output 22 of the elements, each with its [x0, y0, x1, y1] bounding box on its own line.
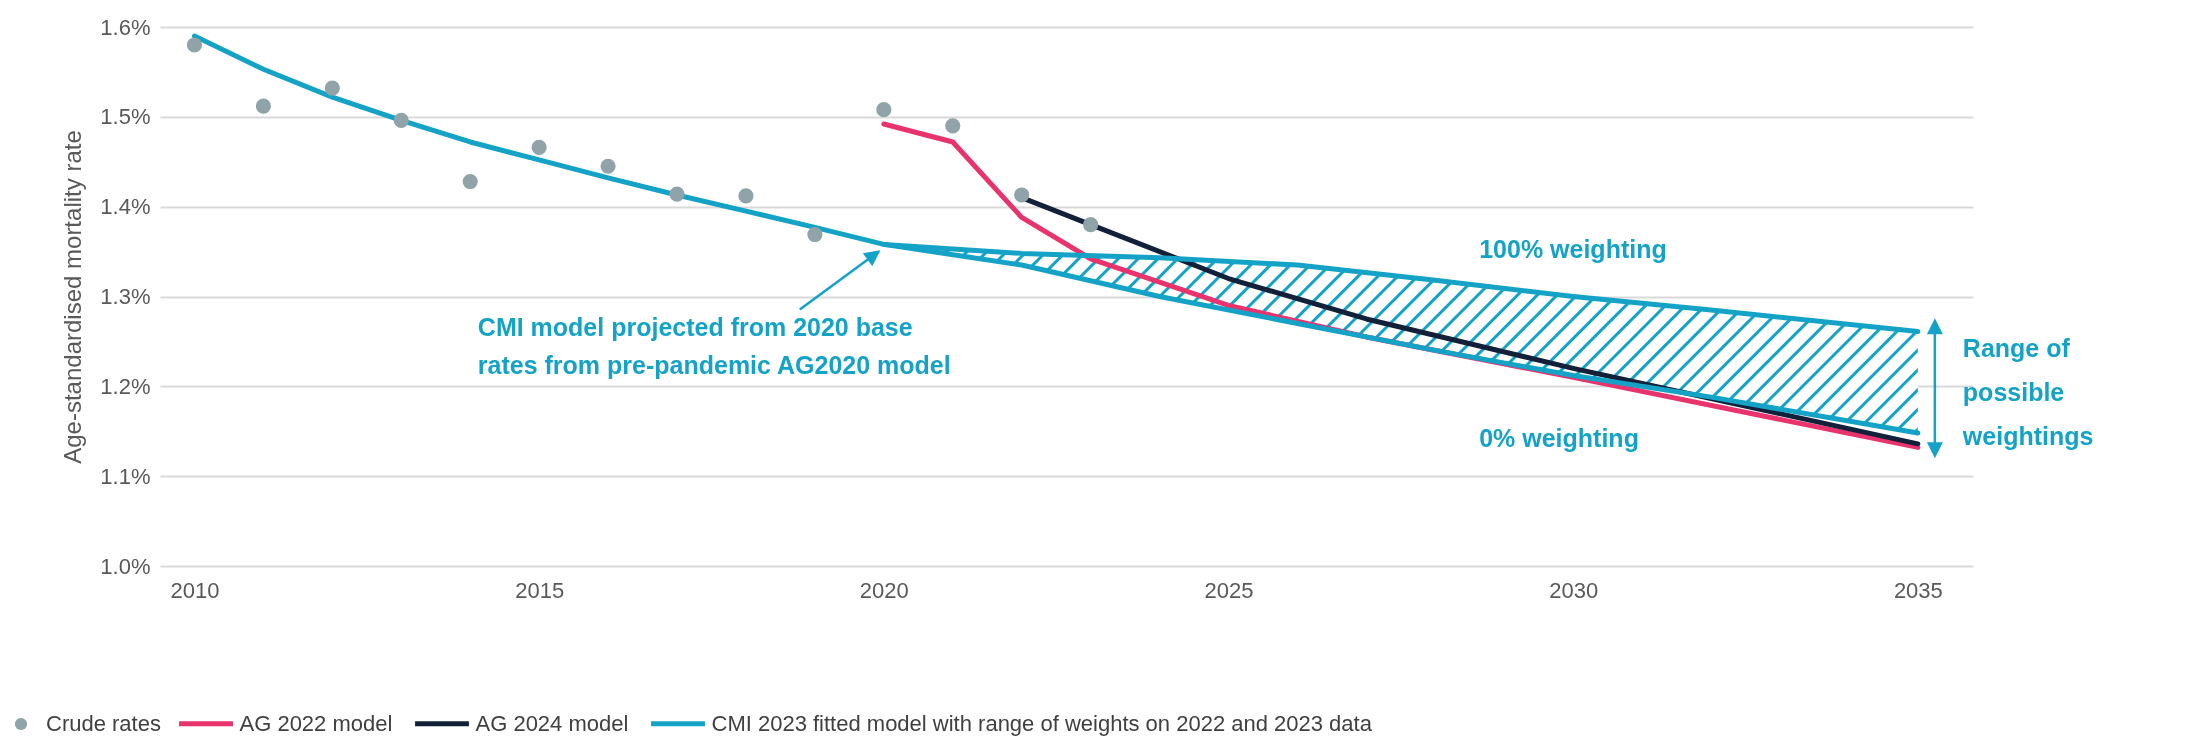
- y-tick-label: 1.2%: [100, 373, 151, 399]
- legend-label: AG 2024 model: [475, 710, 629, 736]
- legend-label: Crude rates: [46, 711, 161, 736]
- annotation: Range of possible weightings: [1961, 334, 2094, 451]
- y-axis-title: Age-standardised mortality rate: [59, 130, 87, 464]
- x-tick-label: 2020: [859, 577, 909, 603]
- legend-label: CMI 2023 fitted model with range of weights on 2022 and 2023 data: [711, 710, 1373, 736]
- y-tick-label: 1.4%: [100, 194, 151, 220]
- annotation: 100% weighting: [1479, 234, 1667, 263]
- y-tick-label: 1.6%: [100, 14, 151, 40]
- x-tick-label: 2025: [1204, 577, 1254, 603]
- legend-label: AG 2022 model: [239, 710, 393, 736]
- x-tick-label: 2015: [515, 577, 565, 603]
- y-tick-label: 1.3%: [100, 284, 151, 309]
- x-tick-label: 2035: [1893, 577, 1943, 603]
- x-tick-label: 2010: [170, 577, 220, 603]
- y-tick-label: 1.5%: [100, 104, 151, 130]
- annotation: 0% weighting: [1479, 423, 1639, 452]
- annotation: CMI model projected from 2020 base rates from pre-pandemic AG2020 model: [477, 313, 951, 380]
- y-tick-label: 1.1%: [100, 463, 151, 489]
- y-tick-label: 1.0%: [100, 553, 151, 579]
- x-tick-label: 2030: [1549, 577, 1599, 603]
